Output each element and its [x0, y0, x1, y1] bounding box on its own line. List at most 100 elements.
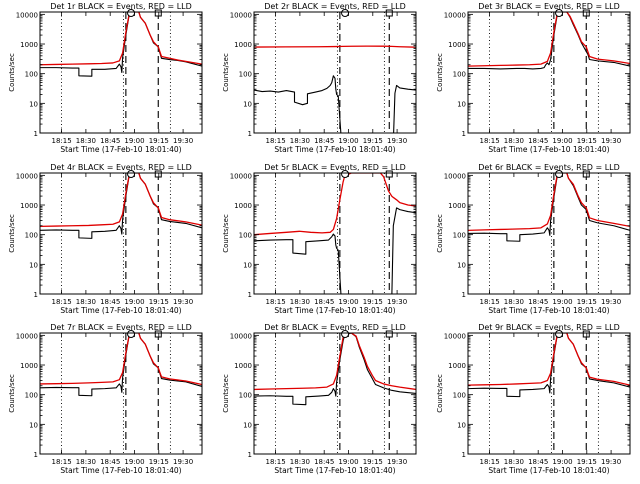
y-tick-label: 1: [34, 130, 38, 138]
lld-line: [254, 173, 416, 236]
x-tick-label: 18:45: [100, 298, 120, 306]
events-line: [254, 333, 416, 406]
y-tick-label: 1: [34, 291, 38, 299]
plot-panel-2: Det 2r BLACK = Events, RED = LLD 1 10 100 10…: [222, 2, 417, 154]
peak-marker-circle: [555, 330, 564, 338]
peak-marker-circle: [555, 9, 564, 17]
y-tick-label: 10000: [16, 332, 38, 340]
x-axis-label: Start Time (17-Feb-10 18:01:40): [488, 306, 609, 315]
x-tick-label: 19:30: [387, 458, 407, 466]
y-tick-label: 1000: [234, 202, 252, 210]
peak-marker-circle: [341, 170, 350, 178]
y-tick-label: 10000: [444, 11, 466, 19]
y-axis-label: Counts/sec: [222, 53, 230, 92]
peak-marker-circle: [341, 330, 350, 338]
x-tick-label: 18:30: [290, 298, 310, 306]
plot-panel-6: Det 6r BLACK = Events, RED = LLD 1 10 100 10…: [436, 163, 631, 315]
x-tick-label: 19:15: [363, 137, 383, 145]
y-tick-label: 10: [29, 261, 38, 269]
plot-panel-4: Det 4r BLACK = Events, RED = LLD 1 10 100 10…: [8, 163, 203, 315]
series-group: [254, 333, 416, 406]
y-tick-label: 100: [25, 232, 38, 240]
lld-line: [468, 173, 630, 231]
y-tick-label: 1: [462, 451, 466, 459]
plot-panel-9: Det 9r BLACK = Events, RED = LLD 1 10 100 10…: [436, 323, 631, 475]
x-tick-label: 18:15: [52, 298, 72, 306]
y-axis-label: Counts/sec: [8, 214, 16, 253]
plot-panel-3: Det 3r BLACK = Events, RED = LLD 1 10 100 10…: [436, 2, 631, 154]
lld-line: [40, 333, 202, 386]
end-marker-square: [582, 9, 590, 17]
events-line: [40, 12, 202, 77]
x-tick-label: 18:45: [100, 458, 120, 466]
lld-line: [254, 45, 416, 48]
end-marker-square: [582, 170, 590, 178]
x-tick-label: 19:00: [552, 298, 572, 306]
panel-title: Det 5r BLACK = Events, RED = LLD: [264, 163, 406, 172]
y-tick-label: 1000: [234, 41, 252, 49]
x-tick-label: 18:30: [290, 458, 310, 466]
y-tick-label: 1: [248, 291, 252, 299]
x-tick-label: 19:15: [363, 298, 383, 306]
x-tick-label: 18:45: [314, 298, 334, 306]
x-tick-label: 19:30: [601, 458, 621, 466]
x-tick-label: 19:30: [601, 137, 621, 145]
x-tick-label: 19:15: [577, 458, 597, 466]
events-line: [468, 333, 630, 398]
events-line: [254, 233, 342, 294]
series-group: [468, 333, 630, 398]
x-axis-label: Start Time (17-Feb-10 18:01:40): [60, 466, 181, 475]
series-group: [468, 173, 630, 242]
x-tick-label: 19:00: [124, 298, 144, 306]
x-tick-label: 19:00: [552, 137, 572, 145]
y-tick-label: 1: [248, 451, 252, 459]
y-tick-label: 10: [457, 421, 466, 429]
peak-marker-circle: [127, 330, 136, 338]
y-tick-label: 10000: [16, 172, 38, 180]
y-tick-label: 100: [453, 232, 466, 240]
x-tick-label: 18:30: [76, 458, 96, 466]
peak-marker-circle: [127, 170, 136, 178]
x-tick-label: 19:00: [124, 137, 144, 145]
x-tick-label: 18:45: [314, 458, 334, 466]
y-axis-label: Counts/sec: [8, 374, 16, 413]
lld-line: [254, 333, 416, 391]
series-group: [40, 333, 202, 397]
series-group: [40, 12, 202, 77]
x-tick-label: 18:15: [266, 458, 286, 466]
series-group: [40, 173, 202, 239]
y-tick-label: 10: [29, 421, 38, 429]
y-tick-label: 1: [34, 451, 38, 459]
y-tick-label: 10000: [444, 172, 466, 180]
plot-frame: [253, 172, 417, 295]
y-axis-label: Counts/sec: [8, 53, 16, 92]
x-tick-label: 18:30: [504, 137, 524, 145]
panel-title: Det 7r BLACK = Events, RED = LLD: [50, 323, 192, 332]
x-tick-label: 18:45: [528, 137, 548, 145]
y-tick-label: 10: [243, 261, 252, 269]
y-tick-label: 100: [453, 71, 466, 79]
peak-marker-circle: [341, 9, 350, 17]
y-tick-label: 10000: [444, 332, 466, 340]
x-tick-label: 19:15: [149, 298, 169, 306]
x-tick-label: 19:00: [338, 458, 358, 466]
x-axis-label: Start Time (17-Feb-10 18:01:40): [488, 145, 609, 154]
y-tick-label: 10: [457, 261, 466, 269]
x-axis-label: Start Time (17-Feb-10 18:01:40): [488, 466, 609, 475]
x-tick-label: 18:15: [266, 137, 286, 145]
x-tick-label: 19:30: [387, 137, 407, 145]
plot-frame: [39, 172, 203, 295]
plot-panel-1: Det 1r BLACK = Events, RED = LLD 1 10 100 10…: [8, 2, 203, 154]
plot-panel-5: Det 5r BLACK = Events, RED = LLD 1 10 100 10…: [222, 163, 417, 315]
events-line: [468, 173, 630, 242]
y-tick-label: 1: [462, 130, 466, 138]
y-tick-label: 1000: [448, 362, 466, 370]
panel-title: Det 4r BLACK = Events, RED = LLD: [50, 163, 192, 172]
end-marker-square: [154, 330, 162, 338]
plot-frame: [467, 172, 631, 295]
panel-title: Det 9r BLACK = Events, RED = LLD: [478, 323, 620, 332]
y-tick-label: 10: [243, 100, 252, 108]
x-tick-label: 18:30: [76, 298, 96, 306]
